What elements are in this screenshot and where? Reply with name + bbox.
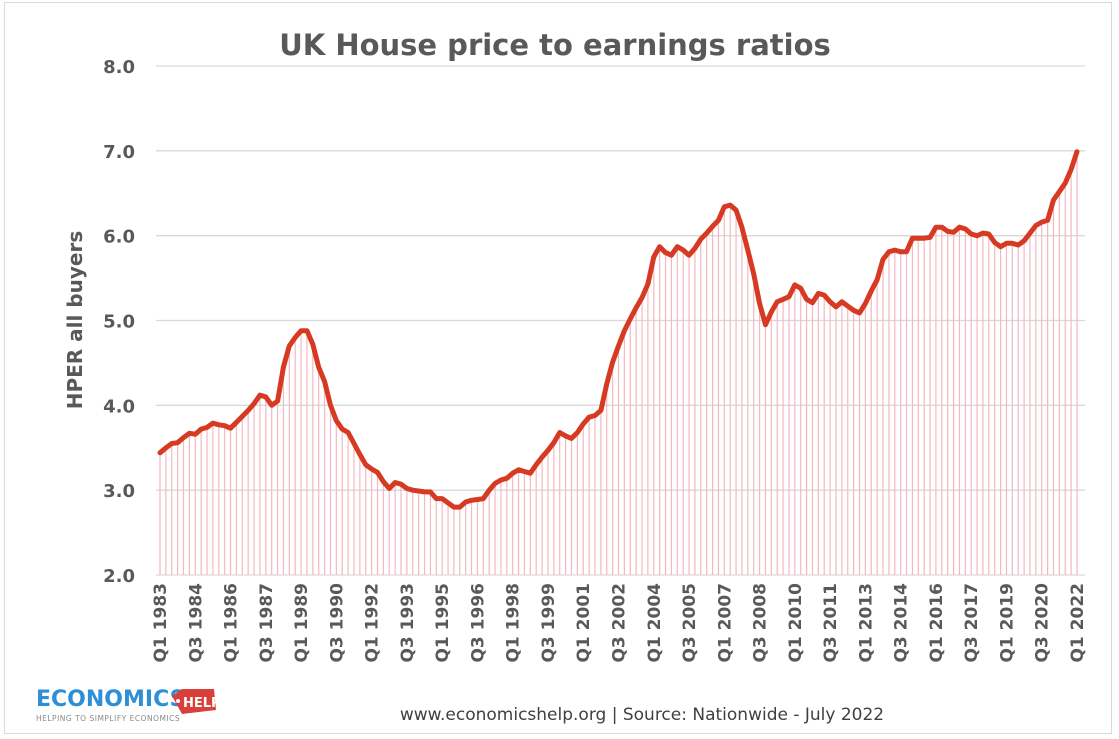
x-tick-label: Q3 2005 bbox=[680, 583, 700, 663]
x-tick-label: Q3 1999 bbox=[539, 583, 559, 663]
x-tick-label: Q3 2017 bbox=[962, 583, 982, 663]
x-tick-label: Q3 1996 bbox=[468, 583, 488, 663]
y-tick-label: 2.0 bbox=[103, 566, 135, 587]
x-tick-label: Q1 1992 bbox=[363, 583, 383, 663]
x-tick-label: Q3 2011 bbox=[821, 583, 841, 663]
economicshelp-logo[interactable]: ECONOMICS HELP HELPING TO SIMPLIFY ECONO… bbox=[36, 687, 221, 723]
logo-tag-text: HELP bbox=[183, 696, 221, 711]
logo-text: ECONOMICS bbox=[36, 687, 185, 712]
x-tick-label: Q3 1984 bbox=[186, 583, 206, 663]
y-tick-label: 3.0 bbox=[103, 481, 135, 502]
y-axis-label: HPER all buyers bbox=[63, 231, 87, 410]
x-tick-label: Q3 2020 bbox=[1033, 583, 1053, 663]
x-tick-label: Q1 2010 bbox=[786, 583, 806, 663]
x-tick-label: Q1 2001 bbox=[574, 583, 594, 663]
x-tick-label: Q1 1995 bbox=[433, 583, 453, 663]
area-stripes bbox=[159, 151, 1078, 575]
x-tick-label: Q1 2013 bbox=[856, 583, 876, 663]
chart-title: UK House price to earnings ratios bbox=[279, 28, 831, 62]
x-tick-label: Q1 2016 bbox=[927, 583, 947, 663]
y-tick-label: 5.0 bbox=[103, 312, 135, 333]
y-tick-label: 6.0 bbox=[103, 227, 135, 248]
source-footer: www.economicshelp.org | Source: Nationwi… bbox=[400, 705, 884, 725]
x-tick-label: Q1 1989 bbox=[292, 583, 312, 663]
logo-tagline: HELPING TO SIMPLIFY ECONOMICS bbox=[36, 714, 180, 723]
x-tick-label: Q3 2008 bbox=[751, 583, 771, 663]
x-tick-label: Q1 2022 bbox=[1068, 583, 1088, 663]
y-tick-label: 8.0 bbox=[103, 57, 135, 78]
x-tick-label: Q3 1993 bbox=[398, 583, 418, 663]
chart-frame bbox=[4, 2, 1112, 734]
x-tick-label: Q1 1998 bbox=[504, 583, 524, 663]
series-line bbox=[157, 149, 1080, 510]
x-tick-label: Q1 2019 bbox=[997, 583, 1017, 663]
x-tick-label: Q1 2007 bbox=[715, 583, 735, 663]
logo-tag-icon bbox=[172, 689, 216, 714]
x-tick-label: Q3 2002 bbox=[610, 583, 630, 663]
y-tick-label: 4.0 bbox=[103, 396, 135, 417]
x-tick-label: Q1 1983 bbox=[151, 583, 171, 663]
x-tick-label: Q3 2014 bbox=[892, 583, 912, 663]
x-axis-ticks: Q1 1983 Q3 1984 Q1 1986 Q3 1987 Q1 1989 Q3 19… bbox=[151, 583, 1088, 663]
y-axis-ticks: 2.0 3.0 4.0 5.0 6.0 7.0 8.0 bbox=[103, 57, 135, 587]
x-tick-label: Q1 2004 bbox=[645, 583, 665, 663]
y-tick-label: 7.0 bbox=[103, 142, 135, 163]
logo-tag-hole bbox=[176, 699, 180, 703]
x-tick-label: Q1 1986 bbox=[222, 583, 242, 663]
x-tick-label: Q3 1987 bbox=[257, 583, 277, 663]
x-tick-label: Q3 1990 bbox=[327, 583, 347, 663]
